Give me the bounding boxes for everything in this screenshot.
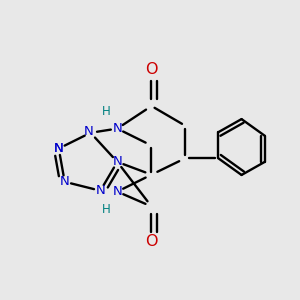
Text: N: N — [60, 175, 70, 188]
Text: H: H — [102, 203, 110, 216]
Text: N: N — [54, 142, 64, 155]
Text: N: N — [54, 142, 64, 155]
Text: N: N — [112, 122, 122, 135]
Text: O: O — [145, 234, 158, 249]
Text: O: O — [145, 62, 158, 77]
Text: N: N — [112, 155, 122, 168]
Text: N: N — [112, 185, 122, 198]
Text: N: N — [95, 184, 105, 197]
Text: H: H — [102, 106, 110, 118]
Text: N: N — [84, 125, 94, 138]
